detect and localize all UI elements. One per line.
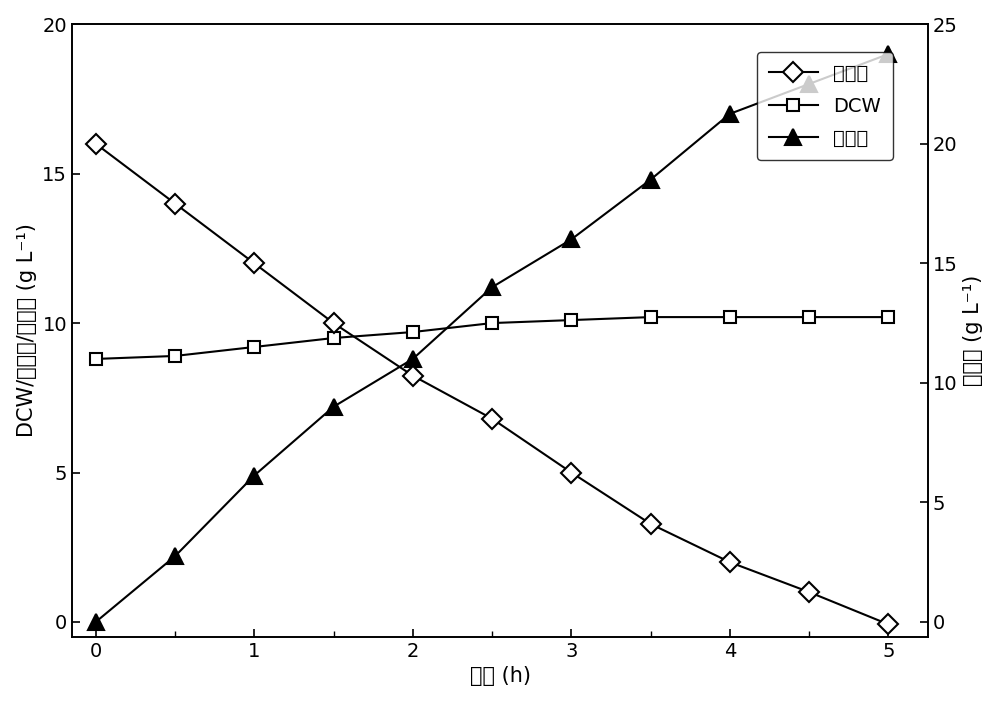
富马酸 bbox=[248, 471, 260, 479]
丁二酸 bbox=[248, 259, 260, 268]
富马酸 bbox=[90, 618, 102, 626]
丁二酸 bbox=[328, 319, 340, 328]
丁二酸 bbox=[486, 415, 498, 423]
Line: 丁二酸: 丁二酸 bbox=[89, 137, 895, 631]
Line: 富马酸: 富马酸 bbox=[88, 46, 896, 630]
DCW bbox=[565, 316, 577, 324]
富马酸 bbox=[169, 552, 181, 560]
DCW bbox=[645, 313, 657, 321]
丁二酸 bbox=[407, 371, 419, 380]
Legend: 丁二酸, DCW, 富马酸: 丁二酸, DCW, 富马酸 bbox=[757, 52, 893, 160]
富马酸 bbox=[803, 79, 815, 88]
DCW bbox=[724, 313, 736, 321]
DCW bbox=[407, 328, 419, 336]
DCW bbox=[486, 319, 498, 328]
富马酸 bbox=[407, 355, 419, 363]
Y-axis label: DCW/富马酸/苹果酸 (g L⁻¹): DCW/富马酸/苹果酸 (g L⁻¹) bbox=[17, 224, 37, 437]
DCW bbox=[169, 352, 181, 360]
丁二酸 bbox=[724, 558, 736, 567]
富马酸 bbox=[328, 403, 340, 411]
丁二酸 bbox=[803, 588, 815, 596]
Line: DCW: DCW bbox=[89, 311, 895, 365]
DCW bbox=[90, 355, 102, 363]
DCW bbox=[328, 334, 340, 342]
丁二酸 bbox=[169, 199, 181, 207]
DCW bbox=[882, 313, 894, 321]
富马酸 bbox=[565, 236, 577, 244]
DCW bbox=[248, 343, 260, 352]
DCW bbox=[803, 313, 815, 321]
丁二酸 bbox=[882, 620, 894, 628]
富马酸 bbox=[882, 50, 894, 58]
丁二酸 bbox=[645, 520, 657, 528]
富马酸 bbox=[486, 283, 498, 292]
丁二酸 bbox=[565, 468, 577, 477]
丁二酸 bbox=[90, 139, 102, 148]
Y-axis label: 丁二酸 (g L⁻¹): 丁二酸 (g L⁻¹) bbox=[963, 275, 983, 386]
富马酸 bbox=[724, 110, 736, 118]
富马酸 bbox=[645, 175, 657, 183]
X-axis label: 时间 (h): 时间 (h) bbox=[470, 666, 530, 686]
